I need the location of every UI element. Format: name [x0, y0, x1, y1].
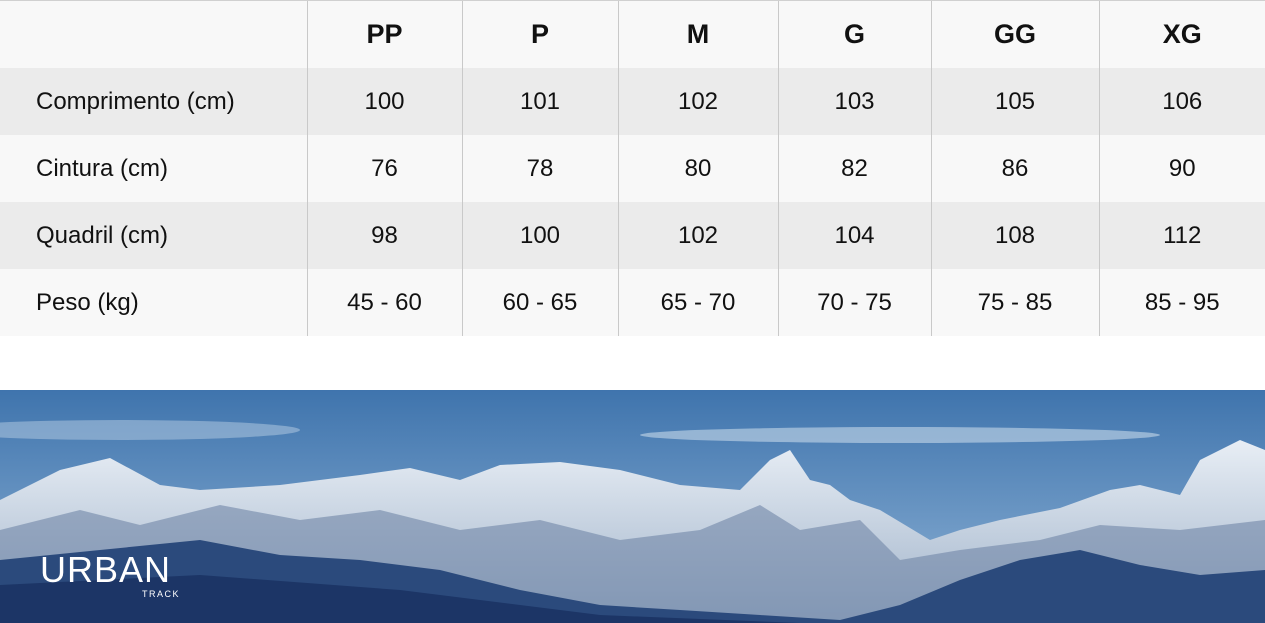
size-header: M	[617, 0, 778, 68]
row-label: Comprimento (cm)	[0, 68, 307, 135]
logo-sub-text: TRACK	[142, 589, 181, 599]
cell: 112	[1098, 202, 1265, 269]
mountain-banner-image	[0, 390, 1265, 623]
cell: 76	[306, 135, 462, 202]
size-header: G	[777, 0, 931, 68]
row-label: Cintura (cm)	[0, 135, 307, 202]
cell: 100	[461, 202, 618, 269]
cell: 60 - 65	[461, 269, 618, 336]
cell: 82	[777, 135, 931, 202]
cell: 101	[461, 68, 618, 135]
cell: 75 - 85	[930, 269, 1099, 336]
table-row: Cintura (cm) 76 78 80 82 86 90	[0, 135, 1265, 202]
cell: 98	[306, 202, 462, 269]
table-header-row: PP P M G GG XG	[0, 0, 1265, 68]
size-header: P	[461, 0, 618, 68]
table-row: Peso (kg) 45 - 60 60 - 65 65 - 70 70 - 7…	[0, 269, 1265, 336]
table-row: Quadril (cm) 98 100 102 104 108 112	[0, 202, 1265, 269]
cell: 103	[777, 68, 931, 135]
logo-main-text: URBAN	[40, 549, 172, 590]
cell: 80	[617, 135, 778, 202]
cell: 105	[930, 68, 1099, 135]
cell: 85 - 95	[1098, 269, 1265, 336]
cell: 90	[1098, 135, 1265, 202]
cell: 78	[461, 135, 618, 202]
corner-cell	[0, 0, 307, 68]
size-header: XG	[1098, 0, 1265, 68]
cell: 102	[617, 202, 778, 269]
row-label: Peso (kg)	[0, 269, 307, 336]
cell: 102	[617, 68, 778, 135]
row-label: Quadril (cm)	[0, 202, 307, 269]
size-table: PP P M G GG XG Comprimento (cm) 100 101 …	[0, 0, 1265, 336]
cell: 108	[930, 202, 1099, 269]
cell: 100	[306, 68, 462, 135]
table-row: Comprimento (cm) 100 101 102 103 105 106	[0, 68, 1265, 135]
cell: 86	[930, 135, 1099, 202]
cell: 65 - 70	[617, 269, 778, 336]
size-header: PP	[306, 0, 462, 68]
cell: 70 - 75	[777, 269, 931, 336]
size-header: GG	[930, 0, 1099, 68]
urban-track-logo: URBAN TRACK	[40, 549, 179, 600]
cell: 45 - 60	[306, 269, 462, 336]
cell: 106	[1098, 68, 1265, 135]
cell: 104	[777, 202, 931, 269]
